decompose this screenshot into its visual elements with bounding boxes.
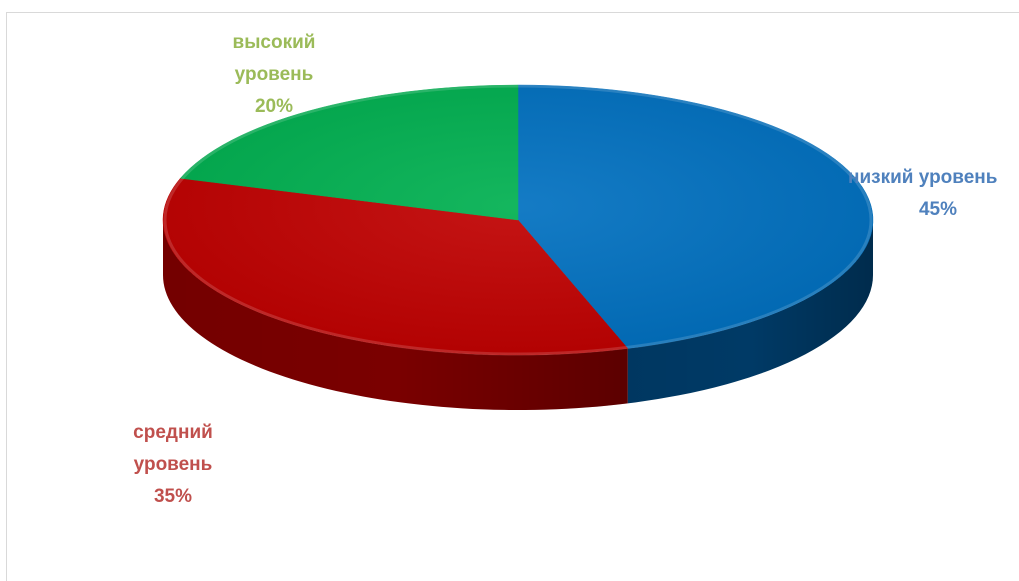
label-mid-line2: уровень (134, 454, 213, 475)
pie-side-shade-1-0 (163, 220, 628, 410)
label-high-line2: уровень (235, 64, 314, 85)
label-high-value: 20% (255, 96, 293, 117)
pie-side-shade-0-0 (627, 220, 873, 404)
label-mid-line1: средний (133, 422, 213, 443)
label-mid-value: 35% (154, 486, 192, 507)
pie-rim (163, 84, 873, 356)
label-low-value: 45% (919, 199, 957, 220)
pie-top-shine (163, 85, 873, 355)
label-low-line1: низкий уровень (848, 167, 997, 188)
label-high-line1: высокий (233, 32, 316, 53)
